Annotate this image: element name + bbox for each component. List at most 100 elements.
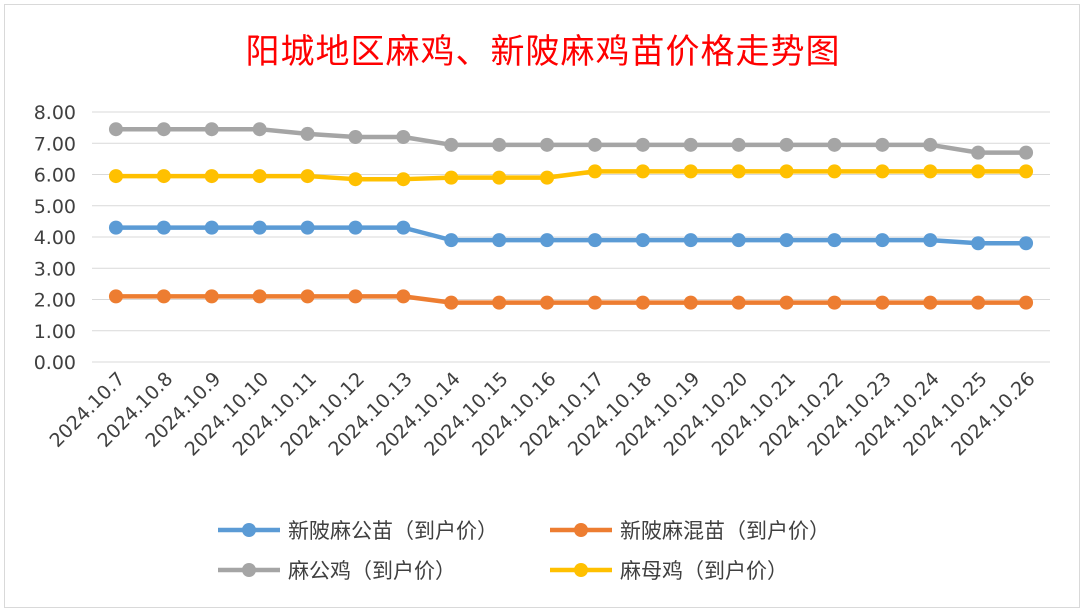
data-point — [971, 164, 986, 179]
data-point — [252, 169, 267, 184]
data-point — [875, 233, 890, 248]
data-point — [540, 170, 555, 185]
y-axis-ticks: 0.00 1.00 2.00 3.00 4.00 5.00 6.00 7.00 8.00 — [34, 102, 76, 374]
data-point — [1019, 145, 1034, 160]
data-point — [923, 233, 938, 248]
data-point — [396, 172, 411, 187]
data-point — [635, 295, 650, 310]
data-point — [396, 289, 411, 304]
series-3 — [108, 164, 1034, 187]
data-point — [875, 164, 890, 179]
data-point — [587, 137, 602, 152]
data-point — [156, 169, 171, 184]
data-point — [300, 220, 315, 235]
data-point — [971, 295, 986, 310]
data-point — [492, 295, 507, 310]
data-point — [779, 295, 794, 310]
data-point — [204, 122, 219, 137]
data-point — [779, 137, 794, 152]
legend-swatch-marker — [242, 563, 256, 577]
legend-swatch-marker — [574, 523, 588, 537]
y-tick-label: 6.00 — [34, 165, 76, 187]
y-tick-label: 7.00 — [34, 133, 76, 155]
x-axis-ticks: 2024.10.72024.10.82024.10.92024.10.10202… — [46, 368, 1040, 460]
data-point — [1019, 236, 1034, 251]
data-point — [540, 137, 555, 152]
data-point — [1019, 164, 1034, 179]
data-point — [396, 130, 411, 144]
chart-title: 阳城地区麻鸡、新陂麻鸡苗价格走势图 — [245, 32, 841, 72]
y-tick-label: 5.00 — [34, 196, 76, 218]
data-point — [587, 295, 602, 310]
legend-label: 新陂麻公苗（到户价） — [288, 519, 498, 543]
data-point — [108, 169, 123, 184]
data-point — [635, 137, 650, 152]
data-point — [444, 170, 459, 185]
legend-swatch-marker — [574, 563, 588, 577]
data-point — [204, 169, 219, 184]
data-point — [827, 233, 842, 248]
data-point — [252, 289, 267, 304]
legend-item: 麻母鸡（到户价） — [550, 559, 788, 583]
data-point — [1019, 295, 1034, 310]
y-tick-label: 1.00 — [34, 321, 76, 343]
legend: 新陂麻公苗（到户价） 新陂麻混苗（到户价） 麻公鸡（到户价） 麻母鸡（到户价） — [218, 519, 830, 583]
data-point — [635, 164, 650, 179]
data-point — [108, 220, 123, 235]
data-point — [731, 164, 746, 179]
series-line — [115, 225, 1027, 246]
data-point — [731, 137, 746, 152]
series-lines — [108, 122, 1034, 310]
data-point — [779, 164, 794, 179]
data-point — [204, 289, 219, 304]
data-point — [540, 233, 555, 248]
data-point — [683, 295, 698, 310]
data-point — [252, 122, 267, 137]
data-point — [108, 122, 123, 137]
data-point — [731, 295, 746, 310]
legend-item: 麻公鸡（到户价） — [218, 559, 456, 583]
data-point — [827, 137, 842, 152]
y-tick-label: 8.00 — [34, 102, 76, 124]
data-point — [444, 295, 459, 310]
data-point — [827, 295, 842, 310]
series-0 — [108, 220, 1034, 251]
data-point — [635, 233, 650, 248]
data-point — [204, 220, 219, 235]
legend-item: 新陂麻混苗（到户价） — [550, 519, 830, 543]
data-point — [156, 122, 171, 137]
data-point — [923, 295, 938, 310]
data-point — [492, 137, 507, 152]
series-1 — [108, 289, 1034, 310]
data-point — [348, 220, 363, 235]
data-point — [683, 164, 698, 179]
data-point — [348, 172, 363, 187]
data-point — [492, 233, 507, 248]
data-point — [300, 169, 315, 184]
data-point — [348, 289, 363, 304]
data-point — [587, 233, 602, 248]
y-tick-label: 3.00 — [34, 258, 76, 280]
data-point — [827, 164, 842, 179]
data-point — [156, 220, 171, 235]
data-point — [731, 233, 746, 248]
legend-label: 麻母鸡（到户价） — [620, 559, 788, 583]
data-point — [252, 220, 267, 235]
series-line — [115, 294, 1027, 305]
data-point — [300, 126, 315, 141]
series-line — [115, 126, 1027, 155]
data-point — [875, 295, 890, 310]
series-line — [115, 169, 1027, 182]
y-tick-label: 4.00 — [34, 227, 76, 249]
data-point — [396, 220, 411, 235]
y-tick-label: 2.00 — [34, 290, 76, 312]
data-point — [683, 137, 698, 152]
data-point — [444, 137, 459, 152]
data-point — [587, 164, 602, 179]
data-point — [971, 145, 986, 160]
data-point — [300, 289, 315, 304]
data-point — [923, 137, 938, 152]
legend-item: 新陂麻公苗（到户价） — [218, 519, 498, 543]
data-point — [779, 233, 794, 248]
